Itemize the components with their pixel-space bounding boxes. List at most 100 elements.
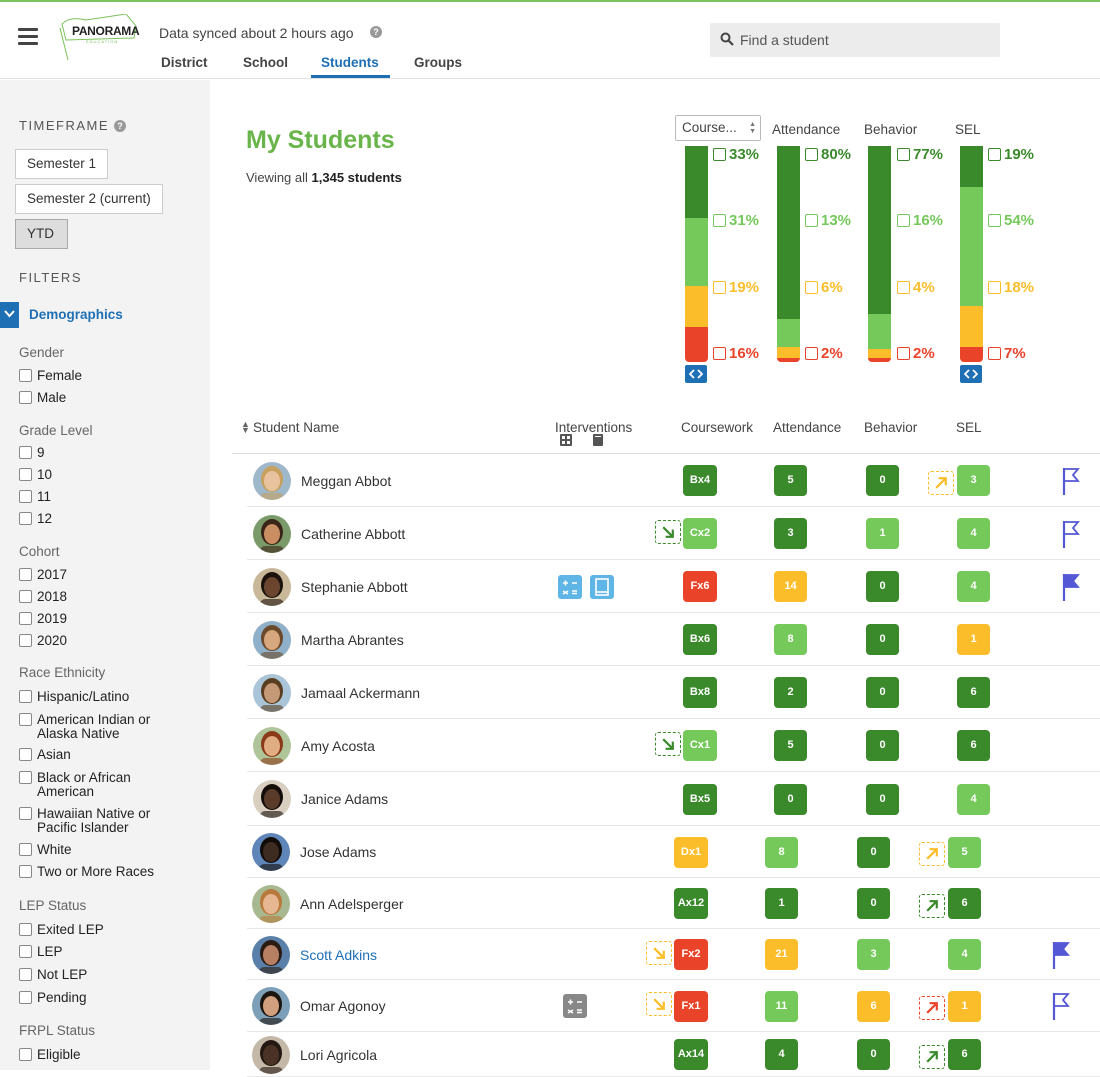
level-percent-filter[interactable]: 16%	[713, 345, 759, 362]
filter-checkbox[interactable]	[19, 391, 32, 404]
sel-tile[interactable]: 4	[948, 939, 981, 970]
level-checkbox[interactable]	[897, 148, 910, 161]
filter-option[interactable]: Asian	[19, 748, 189, 762]
attendance-tile[interactable]: 11	[765, 990, 798, 1022]
level-checkbox[interactable]	[805, 214, 818, 227]
demographics-section-toggle[interactable]: Demographics	[0, 302, 210, 328]
level-percent-filter[interactable]: 80%	[805, 146, 851, 163]
level-percent-filter[interactable]: 2%	[805, 345, 843, 362]
behavior-tile[interactable]: 0	[866, 677, 899, 708]
sel-tile[interactable]: 1	[948, 990, 981, 1022]
header-student-name[interactable]: Student Name	[253, 420, 340, 435]
filter-option[interactable]: Hawaiian Native or Pacific Islander	[19, 807, 189, 835]
behavior-tile[interactable]: 0	[866, 571, 899, 602]
panorama-logo[interactable]: PANORAMA EDUCATION	[56, 14, 140, 62]
tab-groups[interactable]: Groups	[414, 55, 463, 70]
coursework-tile[interactable]: Fx2	[674, 939, 708, 970]
filter-option[interactable]: Black or African American	[19, 771, 189, 799]
filter-option[interactable]: 9	[19, 446, 189, 460]
behavior-tile[interactable]: 1	[866, 518, 899, 549]
level-percent-filter[interactable]: 2%	[897, 345, 935, 362]
filter-checkbox[interactable]	[19, 865, 32, 878]
sel-tile[interactable]: 6	[957, 677, 990, 708]
expand-sel-button[interactable]	[960, 365, 982, 383]
reading-intervention-icon[interactable]	[590, 574, 614, 599]
coursework-tile[interactable]: Ax12	[674, 888, 708, 919]
filter-option[interactable]: Eligible	[19, 1048, 189, 1062]
sel-tile[interactable]: 6	[957, 730, 990, 761]
filter-checkbox[interactable]	[19, 446, 32, 459]
table-row[interactable]: Lori Agricola Ax14 4 0 6	[247, 1032, 1100, 1077]
flag-icon[interactable]	[1061, 572, 1081, 602]
coursework-tile[interactable]: Bx6	[683, 624, 717, 655]
table-row[interactable]: Stephanie Abbott Fx6 14 0 4	[247, 560, 1100, 613]
table-row[interactable]: Martha Abrantes Bx6 8 0 1	[247, 613, 1100, 666]
filter-option[interactable]: 2019	[19, 612, 189, 626]
coursework-tile[interactable]: Cx2	[683, 518, 717, 549]
distribution-bar-attendance[interactable]	[777, 146, 800, 362]
tab-students[interactable]: Students	[321, 55, 379, 70]
filter-option[interactable]: Exited LEP	[19, 923, 189, 937]
attendance-tile[interactable]: 8	[765, 836, 798, 868]
filter-checkbox[interactable]	[19, 807, 32, 820]
student-name[interactable]: Scott Adkins	[300, 946, 378, 963]
table-row[interactable]: Ann Adelsperger Ax12 1 0 6	[247, 878, 1100, 929]
level-percent-filter[interactable]: 77%	[897, 146, 943, 163]
menu-icon[interactable]	[18, 28, 38, 46]
level-percent-filter[interactable]: 18%	[988, 279, 1034, 296]
filter-checkbox[interactable]	[19, 490, 32, 503]
filter-option[interactable]: Pending	[19, 991, 189, 1005]
filter-option[interactable]: American Indian or Alaska Native	[19, 713, 189, 741]
filter-option[interactable]: 2017	[19, 568, 189, 582]
distribution-bar-behavior[interactable]	[868, 146, 891, 362]
attendance-tile[interactable]: 1	[765, 888, 798, 919]
distribution-bar-sel[interactable]	[960, 146, 983, 362]
level-checkbox[interactable]	[805, 347, 818, 360]
table-row[interactable]: Catherine Abbott Cx2 3 1 4	[247, 507, 1100, 560]
table-row[interactable]: Scott Adkins Fx2 21 3 4	[247, 929, 1100, 980]
attendance-tile[interactable]: 3	[774, 518, 807, 549]
search-box[interactable]	[710, 23, 1000, 57]
level-checkbox[interactable]	[713, 214, 726, 227]
table-row[interactable]: Janice Adams Bx5 0 0 4	[247, 772, 1100, 826]
behavior-tile[interactable]: 3	[857, 939, 890, 970]
coursework-tile[interactable]: Bx8	[683, 677, 717, 708]
attendance-tile[interactable]: 21	[765, 939, 798, 970]
level-percent-filter[interactable]: 6%	[805, 279, 843, 296]
table-row[interactable]: Amy Acosta Cx1 5 0 6	[247, 719, 1100, 772]
filter-checkbox[interactable]	[19, 568, 32, 581]
behavior-tile[interactable]: 0	[857, 888, 890, 919]
flag-icon[interactable]	[1061, 466, 1081, 496]
attendance-tile[interactable]: 5	[774, 465, 807, 496]
filter-option[interactable]: Hispanic/Latino	[19, 690, 189, 704]
filter-checkbox[interactable]	[19, 512, 32, 525]
filter-option[interactable]: Not LEP	[19, 968, 189, 982]
filter-option[interactable]: LEP	[19, 945, 189, 959]
sort-icon[interactable]: ▲ ▼	[241, 419, 250, 435]
filter-checkbox[interactable]	[19, 923, 32, 936]
level-checkbox[interactable]	[897, 347, 910, 360]
behavior-tile[interactable]: 0	[866, 624, 899, 655]
coursework-tile[interactable]: Fx6	[683, 571, 717, 602]
level-checkbox[interactable]	[988, 214, 1001, 227]
attendance-tile[interactable]: 2	[774, 677, 807, 708]
level-percent-filter[interactable]: 7%	[988, 345, 1026, 362]
level-checkbox[interactable]	[713, 347, 726, 360]
filter-checkbox[interactable]	[19, 968, 32, 981]
flag-icon[interactable]	[1051, 940, 1071, 970]
filter-checkbox[interactable]	[19, 771, 32, 784]
level-checkbox[interactable]	[897, 214, 910, 227]
attendance-tile[interactable]: 0	[774, 783, 807, 815]
timeframe-semester-2[interactable]: Semester 2 (current)	[15, 184, 163, 214]
filter-checkbox[interactable]	[19, 369, 32, 382]
level-checkbox[interactable]	[805, 281, 818, 294]
sel-tile[interactable]: 3	[957, 465, 990, 496]
level-checkbox[interactable]	[805, 148, 818, 161]
filter-checkbox[interactable]	[19, 748, 32, 761]
filter-checkbox[interactable]	[19, 991, 32, 1004]
level-checkbox[interactable]	[713, 281, 726, 294]
behavior-tile[interactable]: 0	[866, 465, 899, 496]
table-row[interactable]: Omar Agonoy Fx1 11 6 1	[247, 980, 1100, 1032]
level-checkbox[interactable]	[988, 148, 1001, 161]
level-percent-filter[interactable]: 19%	[988, 146, 1034, 163]
